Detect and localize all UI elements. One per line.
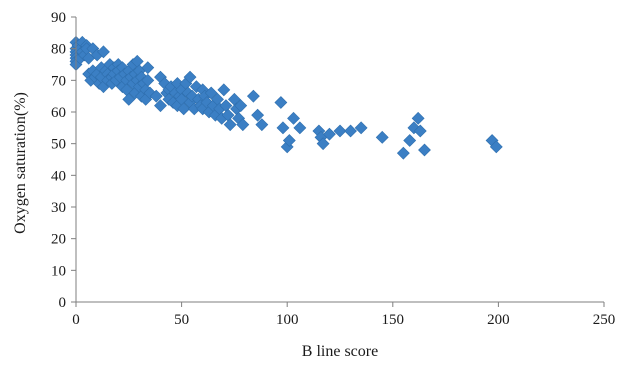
data-point — [396, 146, 410, 160]
data-point — [276, 121, 290, 135]
tick-labels: 0 10 20 30 40 50 60 70 80 90 0 50 100 150 200 250 — [51, 10, 615, 328]
data-point — [236, 118, 250, 132]
data-point — [141, 73, 155, 87]
data-point — [333, 124, 347, 138]
data-point — [149, 89, 163, 103]
x-tick-label: 100 — [276, 312, 299, 328]
y-tick-label: 40 — [51, 168, 66, 184]
data-point — [154, 99, 167, 113]
data-point — [354, 121, 368, 135]
y-tick-label: 80 — [51, 42, 66, 58]
data-point — [418, 143, 431, 157]
data-point — [287, 111, 300, 125]
y-tick-label: 50 — [51, 137, 66, 153]
data-point — [234, 99, 248, 113]
y-tick-label: 20 — [51, 232, 66, 248]
data-point — [251, 108, 265, 122]
y-tick-label: 0 — [59, 295, 67, 311]
data-point — [344, 124, 357, 138]
data-point — [403, 134, 417, 147]
y-tick-label: 10 — [51, 263, 66, 279]
data-point — [411, 111, 425, 125]
data-point — [122, 92, 136, 106]
data-point — [141, 61, 155, 75]
data-points — [69, 35, 503, 160]
y-axis-title: Oxygen saturation(%) — [12, 92, 29, 234]
axes — [71, 16, 605, 307]
y-tick-label: 70 — [51, 73, 66, 89]
data-point — [282, 134, 296, 147]
data-point — [217, 83, 231, 97]
data-point — [489, 140, 503, 154]
data-point — [413, 124, 427, 138]
x-tick-label: 150 — [382, 312, 405, 328]
data-point — [177, 102, 191, 116]
data-point — [323, 127, 336, 141]
data-point — [97, 45, 110, 59]
data-point — [223, 118, 237, 132]
data-point — [293, 121, 307, 135]
y-tick-label: 90 — [51, 10, 66, 26]
x-tick-label: 0 — [72, 312, 80, 328]
data-point — [246, 89, 260, 103]
x-tick-label: 250 — [593, 312, 616, 328]
data-point — [274, 96, 288, 109]
y-tick-label: 60 — [51, 105, 66, 121]
y-tick-label: 30 — [51, 200, 66, 216]
data-point — [183, 70, 197, 84]
x-tick-label: 50 — [174, 312, 189, 328]
data-point — [375, 130, 389, 144]
data-point — [316, 137, 330, 151]
data-point — [204, 86, 218, 100]
x-axis-title: B line score — [302, 343, 378, 360]
x-tick-label: 200 — [487, 312, 510, 328]
data-point — [255, 118, 269, 132]
